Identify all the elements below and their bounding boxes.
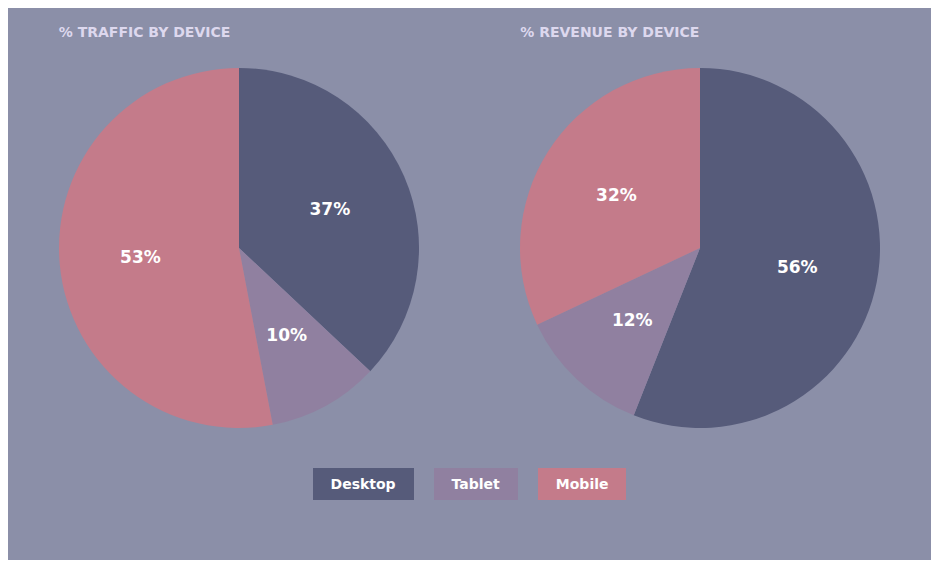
html-text:Desktop: Desktop	[330, 476, 396, 492]
html-text:Tablet: Tablet	[451, 476, 500, 492]
svg-text:32%: 32%	[596, 185, 637, 205]
html-text:Mobile: Mobile	[555, 476, 609, 492]
svg-text:53%: 53%	[120, 247, 161, 267]
svg-text:10%: 10%	[266, 325, 307, 345]
svg-text:12%: 12%	[612, 310, 653, 330]
html-text:% TRAFFIC BY DEVICE: % TRAFFIC BY DEVICE	[58, 24, 231, 40]
svg-text:56%: 56%	[777, 257, 818, 277]
svg-text:37%: 37%	[309, 199, 350, 219]
html-text:% REVENUE BY DEVICE: % REVENUE BY DEVICE	[520, 24, 700, 40]
